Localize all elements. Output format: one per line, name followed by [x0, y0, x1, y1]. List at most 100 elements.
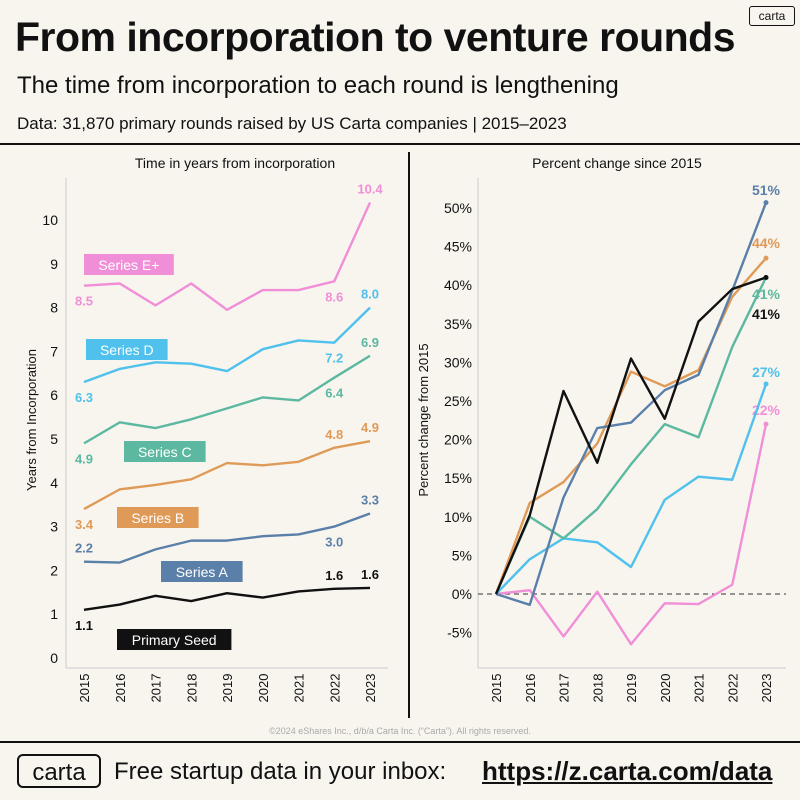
data-label: 8.5 [75, 294, 93, 309]
series-badge-series-a [161, 561, 243, 582]
end-label-series-c: 41% [752, 286, 781, 302]
chart-title: Time in years from incorporation [135, 155, 335, 171]
chart-years-from-incorporation: Time in years from incorporation 0 1 2 3 4 5 6 7… [24, 155, 388, 702]
end-label-primary-seed: 41% [752, 306, 781, 322]
data-label: 1.6 [361, 567, 379, 582]
y-tick-label: 6 [50, 387, 58, 403]
y-tick-label: 10% [444, 509, 472, 525]
data-label: 7.2 [325, 351, 343, 366]
y-tick-label: 5 [50, 431, 58, 447]
series-badge-label: Series A [176, 564, 229, 580]
series-line-series-d [495, 383, 768, 595]
data-label: 4.9 [361, 420, 379, 435]
end-label-series-b: 44% [752, 235, 781, 251]
data-label: 1.6 [325, 568, 343, 583]
y-tick-label: 4 [50, 475, 58, 491]
y-tick-label: 0% [452, 586, 472, 602]
series-badge-label: Series C [138, 444, 192, 460]
data-label: 10.4 [357, 181, 383, 196]
carta-logo-small: carta [749, 6, 795, 26]
x-tick-label: 2023 [759, 674, 774, 703]
x-tick-label: 2017 [149, 674, 164, 703]
y-axis-label: Years from Incorporation [24, 349, 39, 491]
data-label: 3.4 [75, 517, 94, 532]
y-tick-label: 9 [50, 256, 58, 272]
data-label: 8.0 [361, 287, 379, 302]
y-tick-label: 1 [50, 606, 58, 622]
bottom-divider [0, 741, 800, 743]
data-label: 8.6 [325, 289, 343, 304]
x-tick-label: 2021 [292, 674, 307, 703]
page-subtitle: The time from incorporation to each roun… [17, 72, 619, 99]
series-line-primary-seed [494, 276, 767, 595]
y-tick-label: 3 [50, 519, 58, 535]
series-badge-series-c [124, 441, 206, 462]
end-label-series-a: 51% [752, 182, 781, 198]
series-badge-label: Series B [131, 510, 184, 526]
x-tick-label: 2019 [220, 674, 235, 703]
y-tick-label: 0 [50, 650, 58, 666]
y-tick-label: 10 [42, 212, 58, 228]
y-tick-label: -5% [447, 625, 472, 641]
x-tick-label: 2015 [489, 674, 504, 703]
series-line-series-c [494, 276, 768, 595]
series-badge-primary-seed [117, 629, 232, 650]
data-label: 1.1 [75, 618, 93, 633]
y-tick-label: 35% [444, 316, 472, 332]
x-tick-label: 2015 [77, 674, 92, 703]
x-tick-label: 2020 [256, 674, 271, 703]
x-tick-label: 2021 [692, 674, 707, 703]
series-line-series-a [495, 202, 768, 607]
end-label-series-d: 27% [752, 364, 781, 380]
x-tick-label: 2017 [557, 674, 572, 703]
x-tick-label: 2016 [523, 674, 538, 703]
footer-text: Free startup data in your inbox: [114, 758, 447, 785]
carta-logo: carta [17, 754, 101, 788]
x-tick-label: 2023 [363, 674, 378, 703]
data-note: Data: 31,870 primary rounds raised by US… [17, 114, 567, 133]
y-axis-label: Percent change from 2015 [416, 343, 431, 496]
data-label: 6.9 [361, 335, 379, 350]
page-title: From incorporation to venture rounds [15, 14, 736, 60]
series-badge-series-b [117, 507, 199, 528]
series-badge-series-e- [84, 254, 174, 275]
y-tick-label: 25% [444, 393, 472, 409]
y-tick-label: 2 [50, 562, 58, 578]
chart-percent-change: Percent change since 2015 -5% 0% 5% 10% 15% 20… [416, 155, 786, 702]
data-label: 6.4 [325, 386, 344, 401]
x-tick-label: 2018 [184, 674, 199, 703]
end-point [763, 381, 769, 387]
x-tick-label: 2022 [725, 674, 740, 703]
end-point [763, 274, 769, 280]
x-tick-label: 2016 [113, 674, 128, 703]
series-badge-label: Series D [100, 342, 154, 358]
x-tick-label: 2019 [624, 674, 639, 703]
data-label: 4.8 [325, 427, 343, 442]
series-badge-label: Primary Seed [132, 632, 217, 648]
x-tick-label: 2018 [590, 674, 605, 703]
data-label: 6.3 [75, 390, 93, 405]
top-divider [0, 143, 800, 145]
y-tick-label: 7 [50, 343, 58, 359]
series-badge-series-d [86, 339, 168, 360]
footer-link[interactable]: https://z.carta.com/data [482, 756, 773, 786]
data-label: 2.2 [75, 541, 93, 556]
x-tick-label: 2022 [327, 674, 342, 703]
chart-title: Percent change since 2015 [532, 155, 702, 171]
y-tick-label: 15% [444, 470, 472, 486]
copyright: ©2024 eShares Inc., d/b/a Carta Inc. (“C… [269, 726, 531, 736]
end-point [763, 255, 769, 261]
x-tick-label: 2020 [658, 674, 673, 703]
data-label: 3.3 [361, 492, 379, 507]
end-point [763, 421, 769, 427]
y-tick-label: 5% [452, 547, 472, 563]
y-tick-label: 8 [50, 300, 58, 316]
series-line-series-e- [495, 423, 768, 646]
series-line-primary-seed [83, 586, 371, 612]
end-point [763, 200, 769, 206]
series-badge-label: Series E+ [98, 257, 159, 273]
y-tick-label: 20% [444, 432, 472, 448]
y-tick-label: 40% [444, 277, 472, 293]
y-tick-label: 30% [444, 354, 472, 370]
